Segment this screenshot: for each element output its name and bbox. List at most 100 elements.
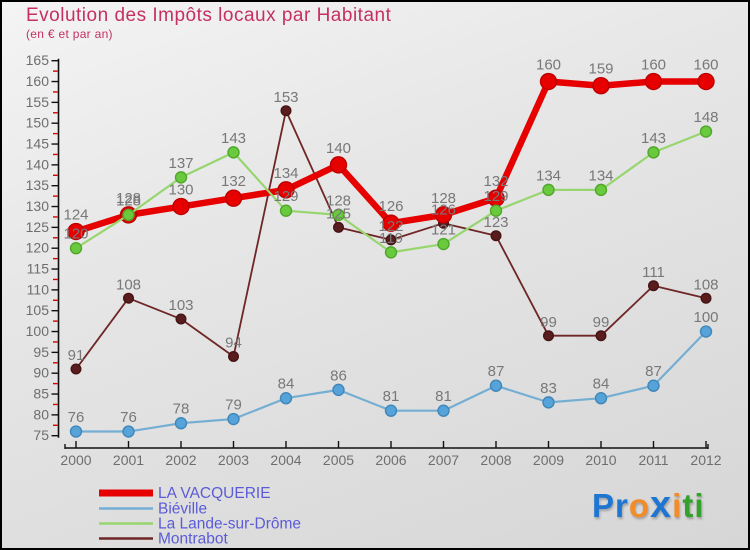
data-point-label: 137 xyxy=(168,155,193,172)
data-point-label: 111 xyxy=(642,264,665,281)
data-point xyxy=(489,379,503,392)
data-point xyxy=(279,204,293,217)
data-point xyxy=(280,105,292,117)
y-tick-label: 140 xyxy=(26,156,50,172)
chart-title: Evolution des Impôts locaux par Habitant xyxy=(26,5,392,26)
x-tick-label: 2008 xyxy=(480,452,511,468)
data-point-label: 125 xyxy=(326,206,351,223)
data-point-label: 124 xyxy=(63,207,88,224)
data-point xyxy=(329,156,348,174)
logo-letter: o xyxy=(628,487,651,524)
data-point xyxy=(490,230,502,242)
x-tick-label: 2004 xyxy=(270,452,301,468)
legend-item-montrabot: Montrabot xyxy=(99,531,228,548)
data-point-label: 121 xyxy=(431,222,456,239)
legend-label: LA VACQUERIE xyxy=(158,485,271,502)
series-bi-ville xyxy=(69,325,713,438)
labels-la-lande-sur-dr-me: 120 128 137 143 129 128 119 121 129 134 134 143 148 xyxy=(63,109,718,247)
data-point-label: 87 xyxy=(488,363,505,380)
data-point-label: 134 xyxy=(536,167,561,184)
data-point-label: 78 xyxy=(173,401,190,418)
data-point xyxy=(647,146,660,159)
data-point-label: 103 xyxy=(168,297,193,314)
data-point xyxy=(384,246,398,259)
data-point xyxy=(122,208,135,222)
x-tick-label: 2002 xyxy=(165,452,196,468)
data-point xyxy=(648,280,660,292)
data-point xyxy=(489,204,503,217)
data-point xyxy=(279,392,293,405)
data-point xyxy=(434,206,453,224)
data-point-label: 108 xyxy=(116,276,141,293)
logo-letter: r xyxy=(615,487,629,524)
x-tick-label: 2005 xyxy=(323,452,354,468)
y-tick-label: 85 xyxy=(33,386,49,402)
data-point xyxy=(595,330,607,342)
data-point-label: 120 xyxy=(63,226,88,243)
data-point-label: 76 xyxy=(120,409,137,426)
data-point xyxy=(647,379,660,392)
data-point xyxy=(172,197,190,216)
data-point-label: 79 xyxy=(225,397,242,414)
y-tick-label: 165 xyxy=(26,52,50,68)
y-tick-label: 155 xyxy=(26,94,50,110)
data-point xyxy=(332,208,345,222)
y-tick-label: 150 xyxy=(26,115,50,131)
y-tick-label: 110 xyxy=(27,281,50,297)
y-axis: 75 80 85 90 95 100 105 110 115 120 125 130 135 140 145… xyxy=(26,52,60,443)
data-point-label: 84 xyxy=(593,376,610,393)
data-point xyxy=(277,181,295,199)
labels-bi-ville: 76 76 78 79 84 86 81 81 87 83 84 87 100 xyxy=(68,309,719,426)
data-point-label: 86 xyxy=(330,367,347,384)
data-point xyxy=(227,412,240,426)
data-point-label: 91 xyxy=(68,347,85,364)
data-point xyxy=(174,417,188,430)
y-tick-label: 115 xyxy=(27,261,50,277)
data-point-label: 119 xyxy=(379,230,403,247)
series-la-vacquerie xyxy=(67,72,715,241)
data-point-label: 128 xyxy=(116,190,141,207)
legend-label: Biéville xyxy=(158,501,207,518)
data-point-label: 129 xyxy=(273,188,298,205)
logo-letter: x xyxy=(650,484,673,526)
data-point-label: 126 xyxy=(378,198,403,215)
y-tick-label: 135 xyxy=(26,177,50,193)
legend-item-la-lande-sur-dr-me: La Lande-sur-Drôme xyxy=(99,516,301,533)
data-point-label: 143 xyxy=(221,130,246,147)
data-point xyxy=(699,125,713,138)
x-tick-label: 2010 xyxy=(585,452,616,468)
y-tick-label: 160 xyxy=(26,73,50,89)
data-point xyxy=(67,222,85,241)
data-point xyxy=(644,72,663,91)
data-point xyxy=(227,146,240,159)
data-point xyxy=(592,76,610,95)
data-point-label: 99 xyxy=(540,314,557,331)
data-point-label: 108 xyxy=(693,276,718,293)
data-point xyxy=(594,392,608,405)
legend-item-bi-ville: Biéville xyxy=(99,501,207,518)
data-point xyxy=(539,72,558,91)
data-point-label: 132 xyxy=(221,173,246,190)
data-point xyxy=(385,234,397,246)
legend-label: La Lande-sur-Drôme xyxy=(158,516,301,533)
y-tick-label: 80 xyxy=(33,406,49,422)
data-point xyxy=(437,237,450,251)
data-point xyxy=(542,396,555,409)
y-tick-label: 105 xyxy=(26,302,50,318)
data-point xyxy=(332,383,345,397)
data-point xyxy=(542,183,555,197)
x-tick-label: 2011 xyxy=(638,452,668,468)
data-point-label: 132 xyxy=(483,173,508,190)
data-point xyxy=(69,425,83,438)
data-point-label: 126 xyxy=(431,201,456,218)
data-point-label: 100 xyxy=(693,309,718,326)
data-point-label: 140 xyxy=(326,140,351,157)
data-point xyxy=(70,363,82,375)
series-la-lande-sur-dr-me xyxy=(69,125,713,259)
x-tick-label: 2012 xyxy=(690,452,721,468)
y-tick-label: 130 xyxy=(26,198,50,214)
data-point xyxy=(699,325,713,338)
